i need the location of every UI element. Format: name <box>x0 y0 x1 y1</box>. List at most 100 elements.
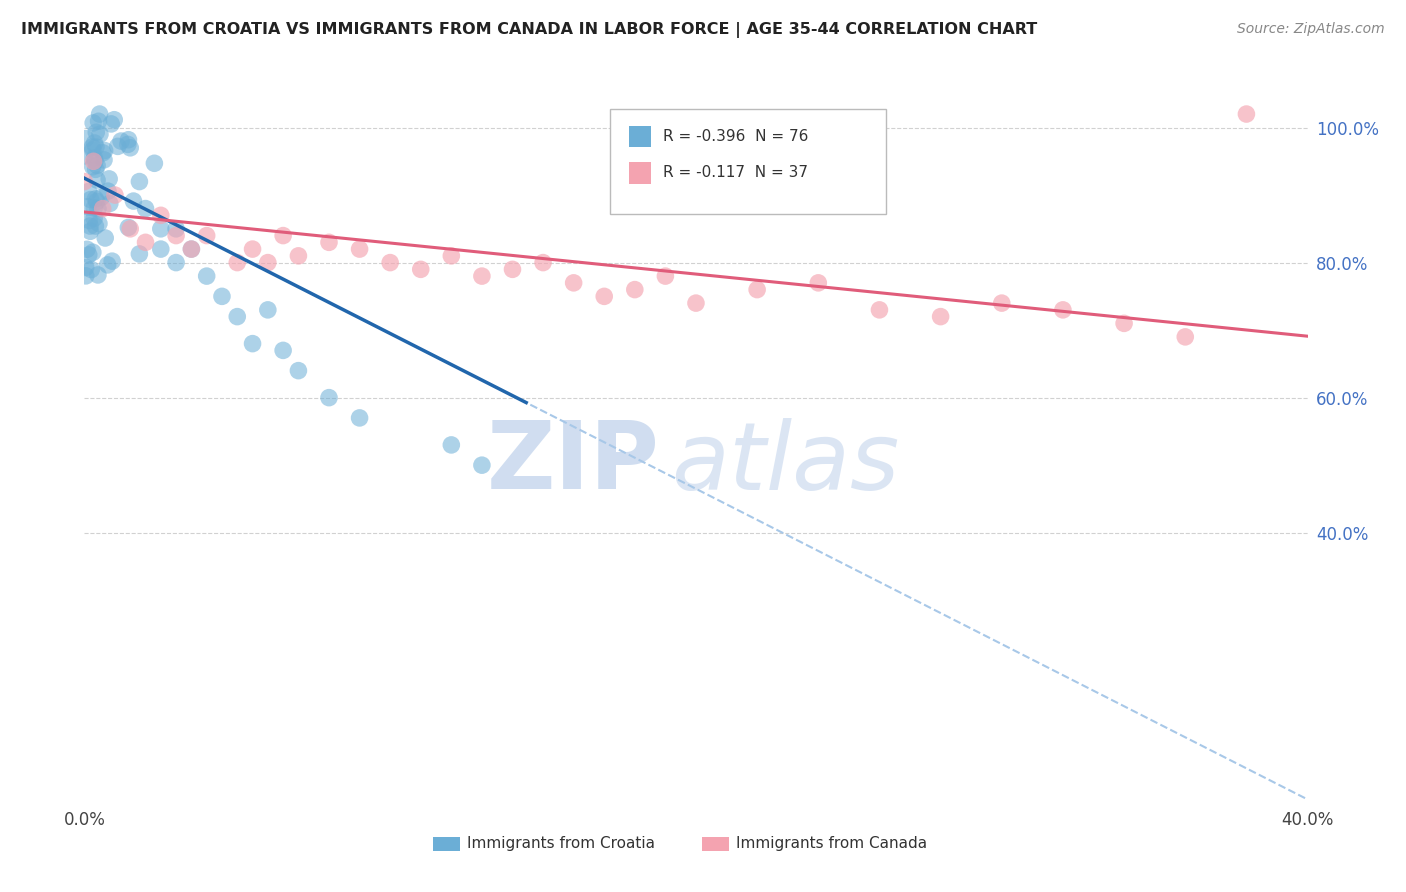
Point <box>82 160 104 174</box>
Point <box>82 140 104 154</box>
Point <box>929 310 952 324</box>
Point <box>180 242 202 256</box>
Point <box>180 242 202 256</box>
FancyBboxPatch shape <box>610 109 886 214</box>
Point <box>75 268 97 283</box>
Point <box>82 116 104 130</box>
Point <box>110 134 132 148</box>
Point <box>624 283 647 297</box>
FancyBboxPatch shape <box>628 162 651 184</box>
Point <box>128 247 150 261</box>
Point <box>318 391 340 405</box>
Point <box>93 153 115 167</box>
Point <box>84 162 107 177</box>
Point <box>83 136 105 150</box>
FancyBboxPatch shape <box>628 126 651 147</box>
Point <box>117 133 139 147</box>
Point <box>82 143 104 157</box>
Text: Source: ZipAtlas.com: Source: ZipAtlas.com <box>1237 22 1385 37</box>
Point <box>257 302 280 317</box>
Point <box>165 228 187 243</box>
Text: Immigrants from Canada: Immigrants from Canada <box>737 836 928 851</box>
Point <box>103 112 125 127</box>
Point <box>77 185 100 199</box>
Point <box>409 262 432 277</box>
Point <box>149 208 172 222</box>
Point <box>1174 330 1197 344</box>
Point <box>89 107 111 121</box>
Point <box>165 222 187 236</box>
Point <box>271 343 294 358</box>
Point <box>90 190 112 204</box>
Point <box>84 219 107 233</box>
Point <box>93 144 115 158</box>
Point <box>89 127 111 141</box>
Point <box>86 194 108 209</box>
Point <box>531 255 554 269</box>
Point <box>593 289 616 303</box>
FancyBboxPatch shape <box>702 837 728 851</box>
Point <box>195 269 218 284</box>
Point <box>149 242 172 256</box>
Point <box>471 269 494 284</box>
Point <box>257 255 280 269</box>
Point <box>287 364 309 378</box>
Point <box>87 268 110 282</box>
Point <box>271 228 294 243</box>
Point <box>122 194 145 208</box>
Point <box>84 125 107 139</box>
Point <box>101 254 124 268</box>
Point <box>562 276 585 290</box>
Point <box>84 140 107 154</box>
Point <box>471 458 494 472</box>
Point <box>75 131 97 145</box>
Point <box>120 141 142 155</box>
Point <box>440 249 463 263</box>
Point <box>104 188 127 202</box>
Point <box>1114 317 1136 331</box>
Point <box>83 201 105 215</box>
Point <box>991 296 1014 310</box>
Point <box>165 255 187 269</box>
Point <box>94 231 117 245</box>
Point <box>77 248 100 262</box>
Point <box>117 137 139 152</box>
Point <box>502 262 524 277</box>
Point <box>149 222 172 236</box>
Point <box>380 255 402 269</box>
Point <box>685 296 707 310</box>
Point <box>77 200 100 214</box>
Point <box>79 224 101 238</box>
Point <box>117 220 139 235</box>
Point <box>73 175 96 189</box>
Text: IMMIGRANTS FROM CROATIA VS IMMIGRANTS FROM CANADA IN LABOR FORCE | AGE 35-44 COR: IMMIGRANTS FROM CROATIA VS IMMIGRANTS FR… <box>21 22 1038 38</box>
Point <box>77 213 100 227</box>
Point <box>1236 107 1258 121</box>
Point <box>79 219 101 233</box>
Point <box>87 114 110 128</box>
Point <box>84 154 107 169</box>
Point <box>226 255 249 269</box>
Point <box>91 145 114 160</box>
Text: R = -0.396  N = 76: R = -0.396 N = 76 <box>664 129 808 145</box>
Point <box>349 242 371 256</box>
Point <box>98 172 121 186</box>
Point <box>242 242 264 256</box>
Point <box>440 438 463 452</box>
Point <box>100 117 122 131</box>
Point <box>807 276 830 290</box>
Point <box>86 158 108 172</box>
Point <box>135 235 157 250</box>
Point <box>87 202 110 216</box>
Point <box>1052 302 1074 317</box>
Point <box>242 336 264 351</box>
Point <box>349 411 371 425</box>
Point <box>107 139 129 153</box>
Point <box>86 173 108 187</box>
Point <box>97 184 120 198</box>
Point <box>87 217 110 231</box>
Text: atlas: atlas <box>672 417 900 508</box>
Point <box>226 310 249 324</box>
Text: R = -0.117  N = 37: R = -0.117 N = 37 <box>664 165 808 180</box>
Point <box>135 202 157 216</box>
